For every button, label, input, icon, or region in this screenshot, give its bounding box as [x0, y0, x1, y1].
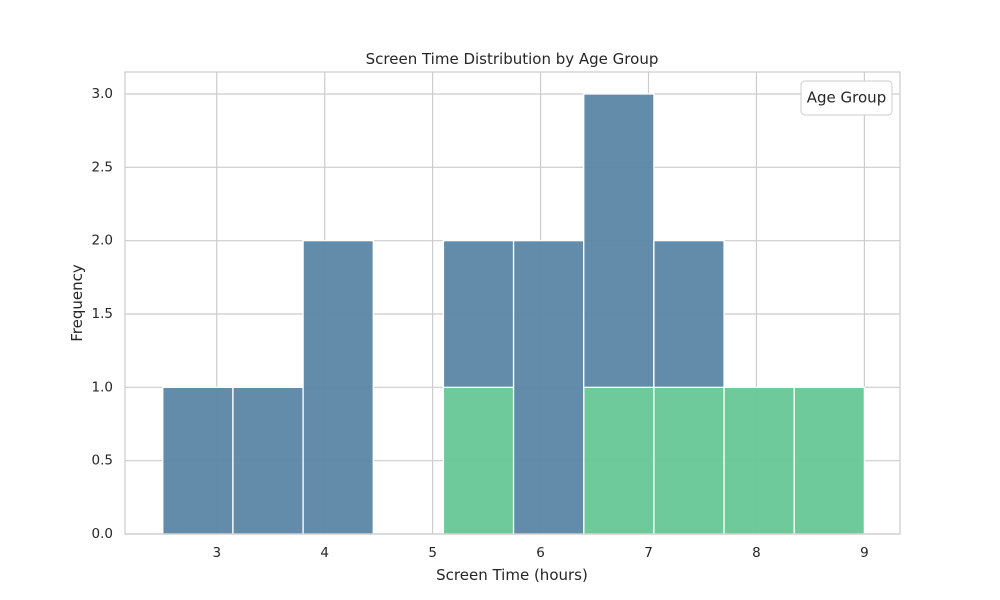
y-tick-labels: 0.0 0.5 1.0 1.5 2.0 2.5 3.0	[92, 86, 113, 542]
x-tick-label: 5	[428, 545, 437, 561]
histogram-bar-series-1	[512, 240, 585, 535]
histogram-bar-series-1	[442, 240, 515, 388]
x-tick-label: 8	[752, 545, 761, 561]
y-tick-label: 3.0	[92, 86, 113, 102]
histogram-bar-series-1	[162, 386, 234, 535]
histogram-bar-series-0	[653, 386, 725, 535]
y-tick-label: 0.0	[92, 526, 113, 542]
y-tick-label: 1.5	[92, 306, 113, 322]
y-tick-label: 2.0	[92, 233, 113, 249]
y-tick-label: 2.5	[92, 159, 113, 175]
histogram-bar-series-1	[302, 240, 374, 535]
x-axis-label: Screen Time (hours)	[436, 566, 588, 584]
legend-box	[800, 80, 893, 116]
histogram-bar-series-0	[583, 386, 655, 535]
x-tick-labels: 3 4 5 6 7 8 9	[212, 545, 868, 561]
x-tick-label: 4	[320, 545, 329, 561]
histogram-bar-series-0	[793, 386, 866, 535]
x-tick-label: 6	[536, 545, 545, 561]
histogram-bar-series-1	[583, 93, 655, 388]
y-tick-label: 0.5	[92, 453, 113, 469]
y-axis-label: Frequency	[68, 264, 86, 342]
x-tick-label: 9	[860, 545, 869, 561]
legend[interactable]: Age Group	[800, 80, 893, 116]
x-tick-label: 7	[644, 545, 653, 561]
histogram-bars	[162, 93, 866, 535]
plot-frame	[124, 71, 901, 535]
histogram-bar-series-1	[232, 386, 304, 535]
chart-title: Screen Time Distribution by Age Group	[366, 50, 659, 68]
histogram-bar-series-1	[653, 240, 725, 388]
legend-title: Age Group	[807, 89, 886, 107]
x-tick-label: 3	[212, 545, 221, 561]
y-tick-label: 1.0	[92, 379, 113, 395]
histogram-bar-series-0	[723, 386, 795, 535]
histogram-bar-series-0	[442, 386, 515, 535]
